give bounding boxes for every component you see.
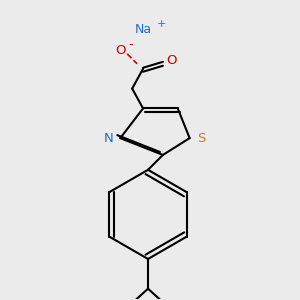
Text: N: N: [103, 132, 113, 145]
Text: O: O: [115, 44, 125, 57]
Text: S: S: [197, 132, 206, 145]
Text: O: O: [167, 54, 177, 67]
Text: Na: Na: [134, 22, 152, 36]
Text: -: -: [128, 38, 132, 52]
Text: +: +: [157, 19, 167, 29]
